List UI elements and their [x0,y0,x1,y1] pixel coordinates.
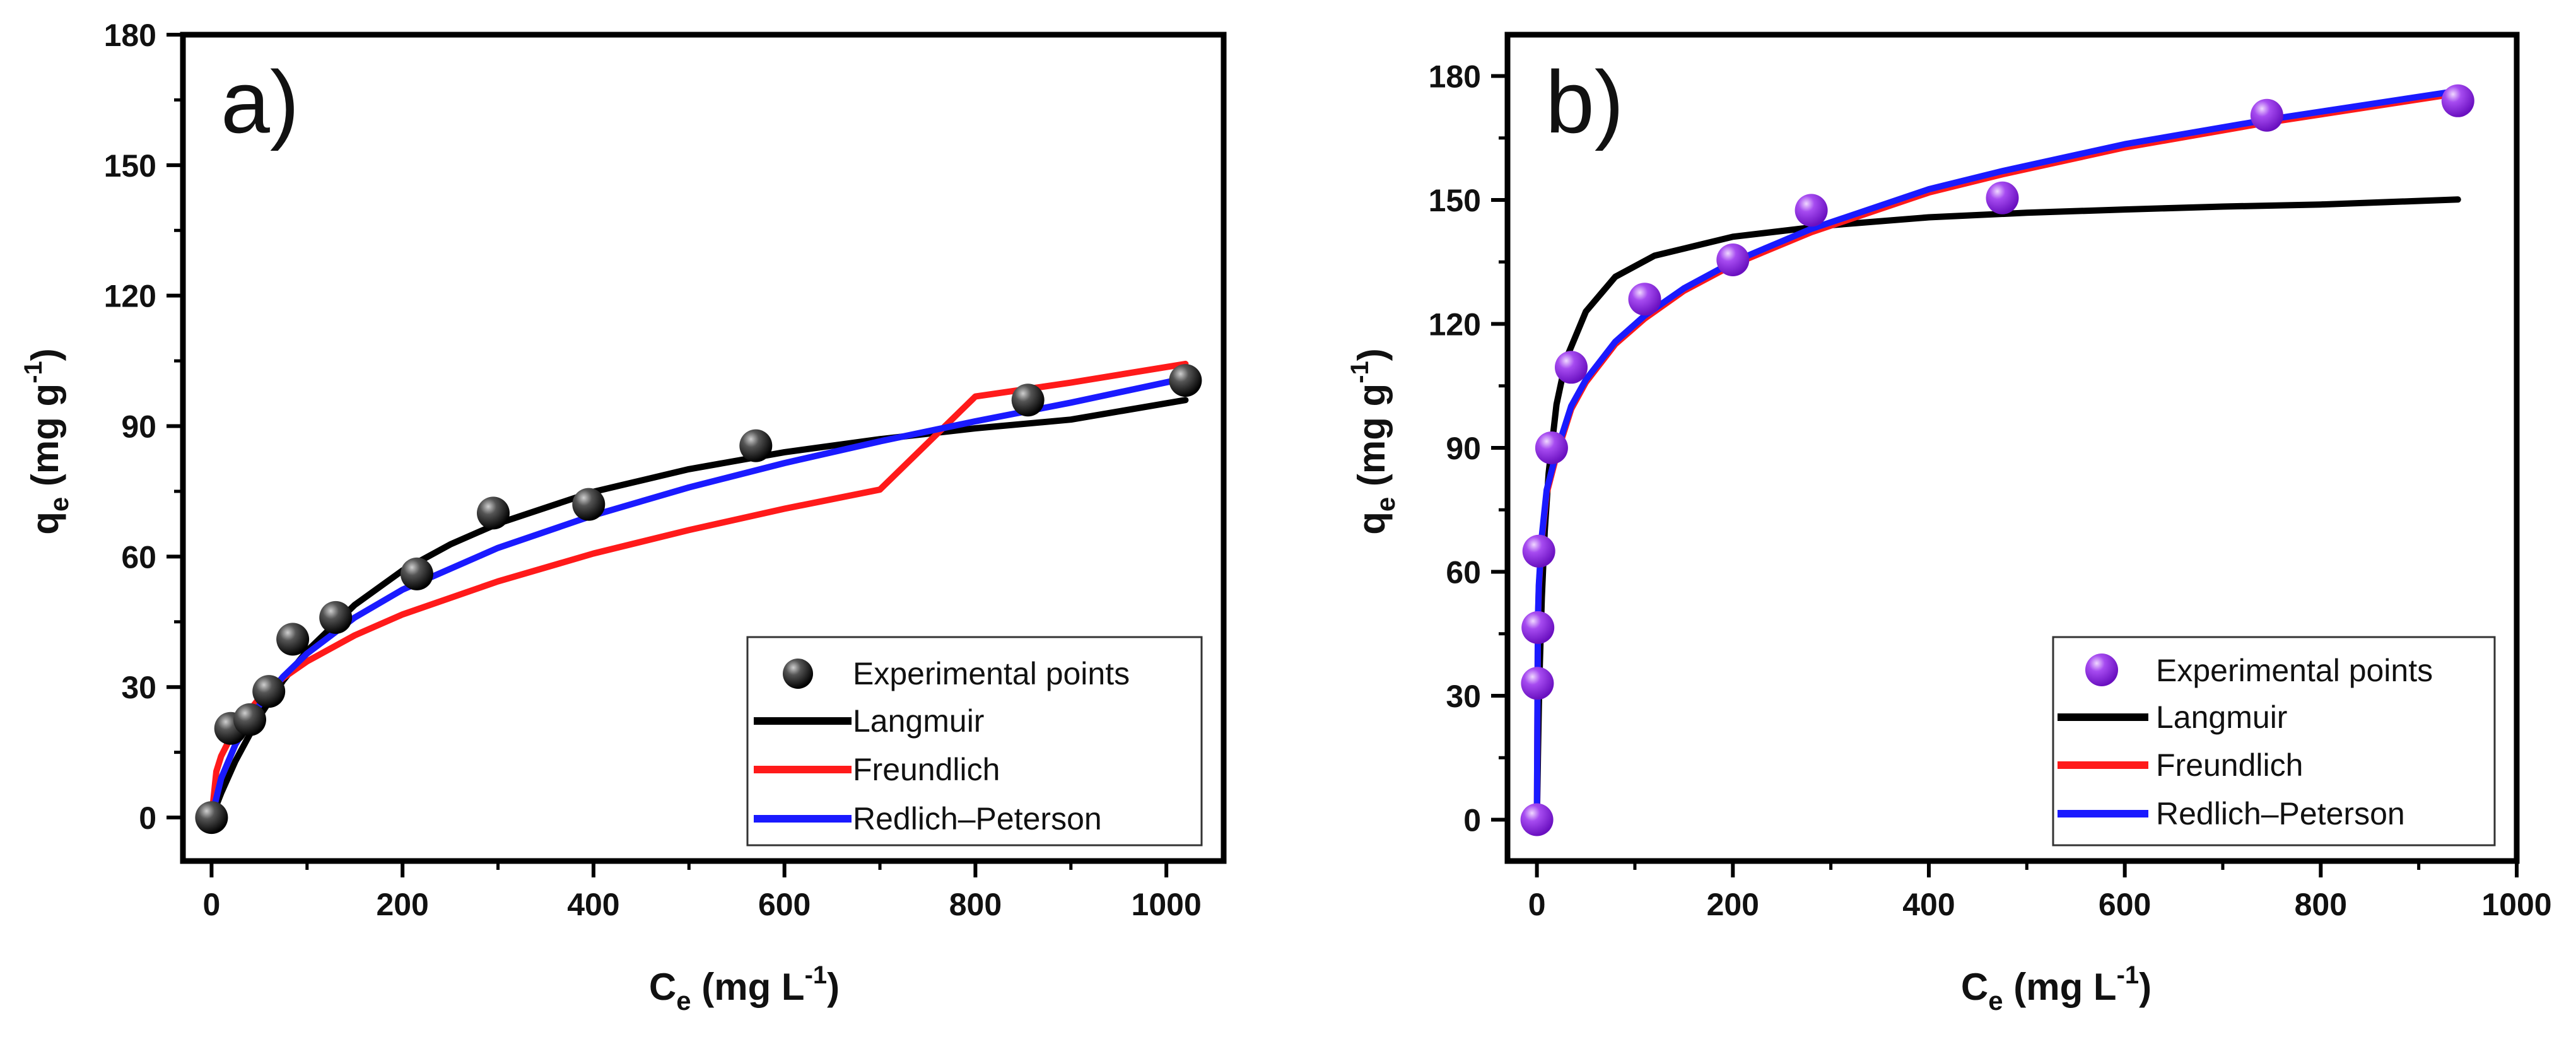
chart-a-point [195,801,228,835]
chart-b-y-tick-label: 120 [1429,307,1481,343]
chart-a-legend-item-redlich-peterson: Redlich–Peterson [853,801,1102,836]
chart-a-point [1169,364,1202,397]
chart-b-legend: Experimental points Langmuir Freundlich … [2052,636,2496,847]
chart-b-x-axis-title: Ce (mg L-1) [1961,961,2152,1016]
chart-b: 0 200 400 600 800 1000 0 30 60 90 120 150 180 b) Ce … [1346,32,2552,1016]
chart-a-plot-frame [180,32,1227,864]
chart-a-x-tick-label: 1000 [1132,887,1202,922]
chart-a-x-tick-label: 400 [567,887,619,922]
chart-a-x-tick-label: 0 [203,887,221,922]
chart-a-point [400,557,433,590]
chart-a-y-tick-label: 0 [139,800,156,836]
chart-b-x-tick-label: 1000 [2481,887,2551,922]
chart-a-point [1011,384,1045,417]
chart-a-point [252,675,286,708]
chart-b-y-tick-label: 0 [1463,803,1481,838]
chart-b-point [1522,534,1555,568]
chart-a-x-tick-label: 800 [949,887,1002,922]
chart-a-legend-box [746,636,1203,847]
chart-a-point [572,488,606,521]
chart-b-x-tick-label: 800 [2295,887,2347,922]
chart-a-y-tick-label: 150 [104,148,156,184]
chart-b-point [1628,283,1661,316]
chart-a-y-tick-label: 60 [121,539,156,575]
chart-a-legend-marker-points [783,659,813,689]
chart-a-point [276,623,310,656]
chart-a-panel-label: a) [221,52,299,151]
chart-b-x-tick-label: 200 [1707,887,1759,922]
chart-a-ticks: 0 200 400 600 800 1000 0 30 60 90 120 150 180 [104,18,1202,922]
chart-a-y-tick-label: 180 [104,18,156,53]
chart-b-legend-item-freundlich: Freundlich [2156,747,2303,783]
chart-a-y-tick-label: 30 [121,670,156,705]
chart-b-y-tick-label: 150 [1429,183,1481,218]
chart-b-panel-label: b) [1545,52,1624,151]
chart-a-point [739,429,773,462]
chart-a-point [477,496,510,530]
chart-b-legend-item-redlich-peterson: Redlich–Peterson [2156,796,2405,831]
chart-b-x-tick-label: 400 [1902,887,1955,922]
chart-a-point [319,601,353,634]
chart-a-y-tick-label: 90 [121,409,156,445]
chart-a-point [233,703,266,736]
chart-b-y-tick-label: 30 [1446,679,1481,714]
chart-b-point [1521,667,1554,700]
chart-a-x-axis-title: Ce (mg L-1) [649,961,840,1016]
chart-b-y-tick-label: 60 [1446,555,1481,590]
chart-a-legend-item-experimental: Experimental points [853,656,1130,691]
chart-b-point [1520,803,1554,836]
chart-b-point [1716,243,1750,276]
chart-a-legend-item-langmuir: Langmuir [853,703,984,739]
chart-b-point [1986,181,2019,214]
chart-a-legend-item-freundlich: Freundlich [853,752,1000,787]
chart-b-legend-item-langmuir: Langmuir [2156,700,2287,735]
chart-b-x-tick-label: 0 [1528,887,1546,922]
chart-b-ticks: 0 200 400 600 800 1000 0 30 60 90 120 150 180 [1429,59,2552,923]
chart-a-y-tick-label: 120 [104,279,156,314]
chart-b-legend-item-experimental: Experimental points [2156,653,2433,688]
chart-a: 0 200 400 600 800 1000 0 30 60 90 120 150 180 a) Ce … [20,18,1227,1016]
chart-a-x-tick-label: 200 [376,887,428,922]
chart-b-y-tick-label: 90 [1446,431,1481,466]
chart-a-points [195,364,1202,835]
chart-b-point [1535,431,1568,464]
chart-b-legend-marker-points [2085,653,2118,686]
chart-b-y-tick-label: 180 [1429,59,1481,95]
chart-b-y-axis-title: qe (mg g-1) [1346,348,1400,535]
chart-b-point [1555,351,1588,384]
chart-b-x-tick-label: 600 [2099,887,2151,922]
chart-b-point [2250,98,2283,132]
chart-a-legend: Experimental points Langmuir Freundlich … [746,636,1203,847]
chart-b-point [1521,611,1555,644]
chart-a-y-axis-title: qe (mg g-1) [20,348,74,535]
chart-b-point [2441,84,2474,117]
chart-b-point [1794,194,1828,227]
chart-a-x-tick-label: 600 [758,887,811,922]
chart-b-points [1520,84,2474,836]
